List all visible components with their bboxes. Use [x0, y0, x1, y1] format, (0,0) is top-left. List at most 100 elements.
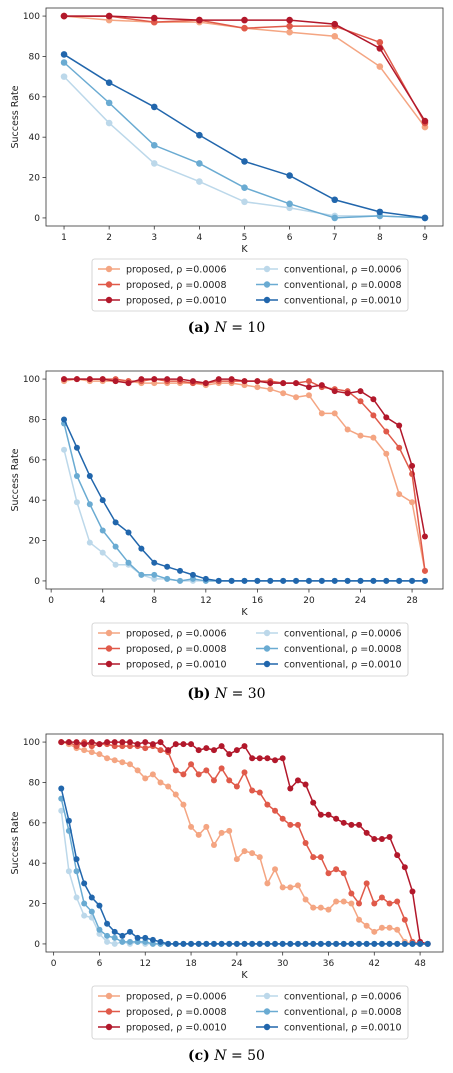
data-point: [256, 854, 263, 861]
x-tick-label: 6: [97, 959, 103, 969]
x-tick-label: 4: [197, 233, 203, 243]
data-point: [401, 940, 408, 947]
data-point: [371, 835, 378, 842]
y-tick-label: 0: [34, 577, 40, 587]
data-point: [386, 833, 393, 840]
data-point: [383, 450, 390, 457]
data-point: [272, 757, 279, 764]
legend-box: [91, 985, 409, 1040]
series-line: [63, 419, 425, 582]
y-tick-label: 20: [29, 537, 41, 547]
x-tick-label: 0: [51, 959, 57, 969]
data-point: [58, 739, 65, 746]
data-point: [142, 739, 149, 746]
data-point: [60, 12, 68, 20]
data-point: [65, 817, 72, 824]
data-point: [356, 900, 363, 907]
data-point: [119, 759, 126, 766]
data-point: [370, 434, 377, 441]
chart-b-svg: 0 4 8 12 16 20 24 28 0 20 40 60 80 100 K Success Rate pr…: [10, 370, 444, 677]
series-5: [58, 785, 431, 947]
series-line: [63, 76, 425, 219]
data-point: [302, 781, 309, 788]
data-point: [81, 747, 88, 754]
data-point: [58, 807, 65, 814]
series-2: [61, 376, 428, 540]
data-point: [73, 444, 80, 451]
data-point: [142, 745, 149, 752]
data-point: [409, 499, 416, 506]
data-point: [60, 73, 68, 80]
legend-label: proposed, ρ =0.0010: [126, 295, 227, 306]
series-line: [63, 449, 425, 582]
data-point: [286, 16, 293, 24]
data-point: [370, 412, 377, 419]
legend-label: proposed, ρ =0.0006: [126, 264, 227, 275]
data-point: [325, 940, 332, 947]
data-point: [150, 141, 158, 149]
data-point: [294, 821, 301, 828]
y-tick-label: 80: [29, 778, 41, 788]
data-point: [149, 936, 156, 943]
y-axis-label: Success Rate: [10, 448, 21, 511]
data-point: [99, 497, 106, 504]
data-point: [164, 563, 171, 570]
data-point: [195, 771, 202, 778]
data-point: [310, 940, 317, 947]
x-tick-label: 1: [61, 233, 67, 243]
series-line: [64, 15, 426, 124]
series-4: [58, 795, 431, 947]
data-point: [287, 821, 294, 828]
data-point: [356, 916, 363, 923]
data-point: [233, 940, 240, 947]
data-point: [305, 384, 312, 391]
data-point: [241, 16, 248, 24]
data-point: [177, 567, 184, 574]
legend-label: conventional, ρ =0.0006: [284, 628, 402, 639]
data-point: [394, 898, 401, 905]
data-point: [279, 940, 286, 947]
y-tick-label: 100: [23, 738, 40, 748]
data-point: [177, 376, 184, 383]
chart-panel-a: 1 2 3 4 5 6 7 8 9 0 20 40 60 80 100 K Success Rate propos…: [0, 0, 453, 352]
data-point: [210, 747, 217, 754]
data-point: [279, 755, 286, 762]
legend-label: proposed, ρ =0.0006: [126, 628, 227, 639]
x-tick-label: 48: [414, 959, 426, 969]
data-point: [264, 940, 271, 947]
data-point: [96, 926, 103, 933]
data-point: [119, 938, 126, 945]
data-point: [172, 741, 179, 748]
data-point: [86, 501, 93, 508]
y-tick-label: 20: [29, 900, 41, 910]
data-point: [88, 749, 95, 756]
data-point: [370, 396, 377, 403]
data-point: [417, 940, 424, 947]
data-point: [294, 777, 301, 784]
data-point: [180, 801, 187, 808]
y-tick-label: 40: [29, 496, 41, 506]
series-0: [58, 739, 431, 947]
data-point: [302, 840, 309, 846]
data-point: [99, 376, 106, 383]
data-point: [86, 472, 93, 479]
data-point: [305, 392, 312, 399]
data-point: [81, 741, 88, 748]
x-tick-label: 6: [287, 233, 293, 243]
data-point: [203, 823, 210, 830]
data-point: [226, 940, 233, 947]
y-tick-label: 40: [29, 859, 41, 869]
data-point: [195, 747, 202, 754]
series-line: [63, 61, 425, 219]
data-point: [394, 852, 401, 859]
x-tick-label: 3: [151, 233, 157, 243]
data-point: [241, 378, 248, 385]
data-point: [112, 561, 119, 568]
data-point: [210, 777, 217, 784]
data-point: [293, 577, 300, 584]
legend-label: conventional, ρ =0.0006: [284, 264, 402, 275]
data-point: [331, 20, 339, 28]
data-point: [58, 785, 65, 792]
data-point: [421, 214, 429, 222]
data-point: [142, 934, 149, 941]
